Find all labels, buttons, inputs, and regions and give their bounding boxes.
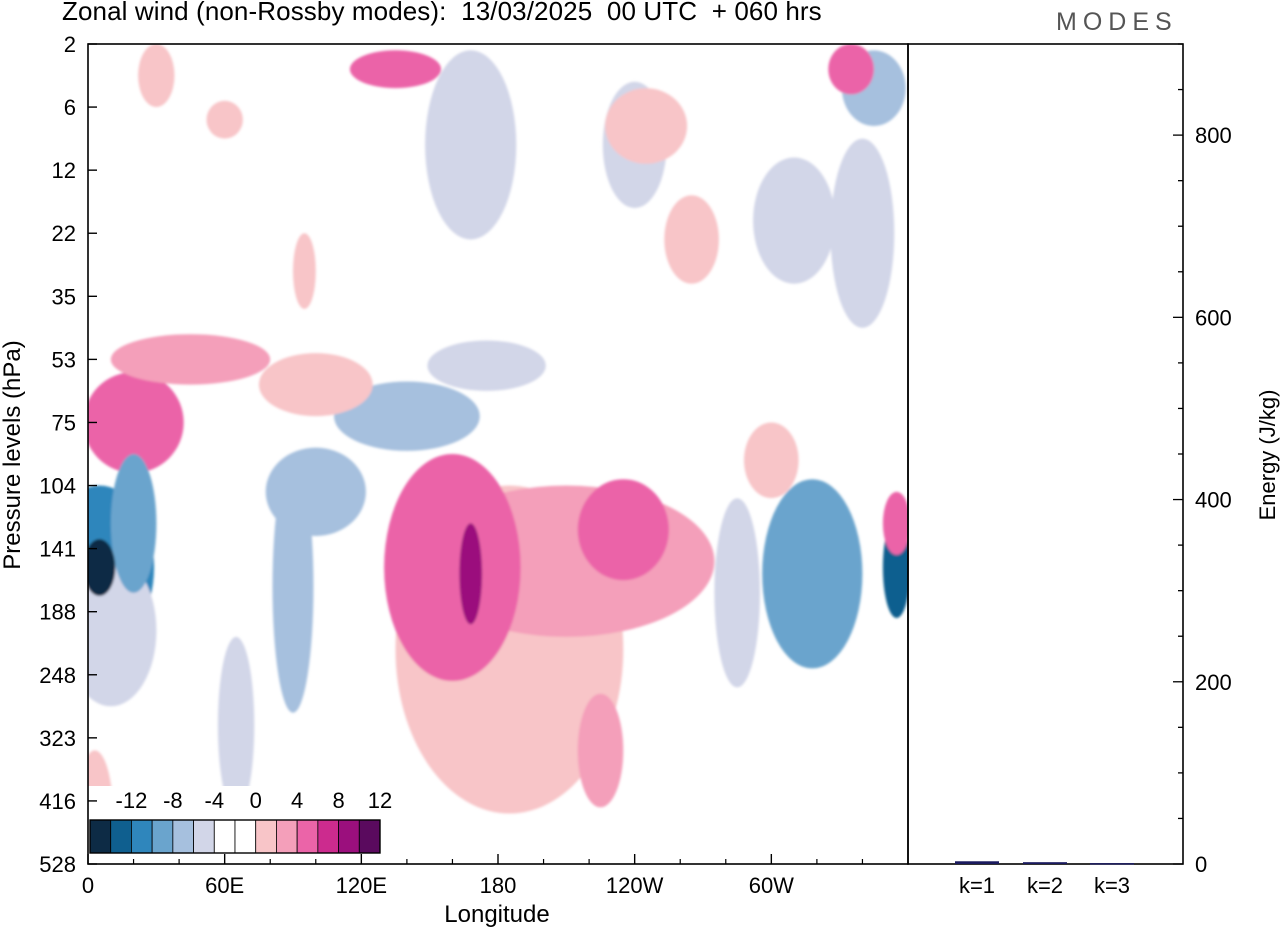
x-tick-label: 60E bbox=[205, 873, 244, 898]
contour-region bbox=[384, 454, 521, 681]
colorbar-frame bbox=[89, 819, 381, 854]
colorbar: -12 -8 -4 0 4 8 12 bbox=[88, 786, 392, 864]
y-tick-label: 416 bbox=[39, 789, 76, 814]
colorbar-swatch bbox=[296, 819, 319, 854]
contour-region bbox=[753, 157, 836, 284]
y-tick-label: 35 bbox=[52, 284, 76, 309]
contour-region bbox=[577, 479, 669, 581]
contour-region bbox=[110, 334, 271, 385]
brand-logo: MODES bbox=[1056, 8, 1178, 36]
energy-tick-label: 800 bbox=[1195, 123, 1232, 148]
colorbar-label: 0 bbox=[250, 788, 262, 813]
contour-region bbox=[459, 523, 483, 625]
contour-region bbox=[258, 353, 373, 417]
colorbar-label: -12 bbox=[116, 788, 148, 813]
contour-region bbox=[349, 50, 442, 89]
energy-bar-k=1 bbox=[955, 861, 999, 864]
contour-region bbox=[265, 447, 366, 536]
energy-category-label: k=3 bbox=[1094, 873, 1130, 898]
colorbar-label: 8 bbox=[332, 788, 344, 813]
energy-category-label: k=2 bbox=[1027, 873, 1063, 898]
energy-tick-label: 200 bbox=[1195, 670, 1232, 695]
colorbar-label: -8 bbox=[163, 788, 183, 813]
energy-bars: k=1 k=2 k=3 bbox=[955, 861, 1134, 898]
contour-region bbox=[762, 479, 863, 669]
energy-category-label: k=1 bbox=[959, 873, 995, 898]
energy-bar-k=3 bbox=[1090, 863, 1134, 865]
y-tick-label: 528 bbox=[39, 852, 76, 877]
y-tick-label: 22 bbox=[52, 221, 76, 246]
contour-field bbox=[88, 44, 908, 864]
contour-region bbox=[217, 636, 255, 814]
colorbar-swatch bbox=[338, 819, 360, 854]
colorbar-swatch bbox=[358, 819, 381, 854]
contour-region bbox=[427, 340, 546, 391]
y-tick-label: 75 bbox=[52, 410, 76, 435]
y-tick-label: 6 bbox=[64, 95, 76, 120]
contour-region bbox=[110, 454, 157, 593]
colorbar-swatch bbox=[151, 819, 174, 854]
contour-region bbox=[293, 233, 316, 309]
contour-region bbox=[714, 498, 760, 688]
contour-region bbox=[334, 381, 480, 451]
x-tick-label: 120W bbox=[606, 873, 664, 898]
longitude-axis: 0 60E 120E 180 120W 60W bbox=[82, 854, 864, 898]
energy-axis-label: Energy (J/kg) bbox=[1255, 390, 1280, 521]
y-tick-label: 141 bbox=[39, 537, 76, 562]
contour-region bbox=[577, 693, 624, 808]
y-axis-label: Pressure levels (hPa) bbox=[0, 340, 26, 569]
colorbar-swatch bbox=[255, 819, 277, 854]
contour-region bbox=[88, 372, 184, 473]
y-tick-label: 104 bbox=[39, 474, 76, 499]
colorbar-label: 12 bbox=[368, 788, 392, 813]
x-tick-label: 120E bbox=[336, 873, 387, 898]
y-tick-label: 323 bbox=[39, 726, 76, 751]
contour-region bbox=[744, 422, 799, 499]
y-tick-label: 248 bbox=[39, 663, 76, 688]
contour-region bbox=[206, 100, 243, 139]
energy-bar-k=2 bbox=[1023, 862, 1067, 864]
contour-region bbox=[138, 44, 175, 107]
contour-region bbox=[88, 539, 116, 596]
contour-region bbox=[664, 195, 719, 284]
colorbar-swatch bbox=[172, 819, 194, 854]
pressure-axis: 2 6 12 22 35 53 75 104 141 188 248 323 416 528 bbox=[39, 32, 97, 877]
contour-region bbox=[882, 491, 908, 555]
y-tick-label: 188 bbox=[39, 600, 76, 625]
colorbar-swatch bbox=[110, 819, 132, 854]
x-tick-label: 60W bbox=[749, 873, 794, 898]
energy-tick-label: 400 bbox=[1195, 488, 1232, 513]
energy-tick-label: 0 bbox=[1195, 852, 1207, 877]
x-tick-label: 180 bbox=[480, 873, 517, 898]
colorbar-swatch bbox=[131, 819, 153, 854]
colorbar-label: 4 bbox=[291, 788, 303, 813]
y-tick-label: 12 bbox=[52, 158, 76, 183]
contour-region bbox=[828, 44, 874, 95]
colorbar-swatch bbox=[193, 819, 215, 854]
x-axis-label: Longitude bbox=[444, 901, 549, 928]
colorbar-swatch bbox=[89, 819, 112, 854]
colorbar-swatch bbox=[234, 819, 257, 854]
contour-region bbox=[425, 50, 517, 240]
y-tick-label: 53 bbox=[52, 347, 76, 372]
contour-region bbox=[605, 88, 688, 164]
contour-region bbox=[830, 138, 895, 328]
colorbar-label: -4 bbox=[205, 788, 225, 813]
chart-title: Zonal wind (non-Rossby modes): 13/03/202… bbox=[62, 0, 822, 26]
colorbar-swatch bbox=[213, 819, 236, 854]
y-tick-label: 2 bbox=[64, 32, 76, 57]
energy-panel-frame bbox=[907, 43, 1184, 865]
colorbar-swatch bbox=[317, 819, 339, 854]
colorbar-swatch bbox=[276, 819, 298, 854]
energy-axis: 0 200 400 600 800 bbox=[1173, 43, 1232, 877]
energy-tick-label: 600 bbox=[1195, 305, 1232, 330]
x-tick-label: 0 bbox=[82, 873, 94, 898]
